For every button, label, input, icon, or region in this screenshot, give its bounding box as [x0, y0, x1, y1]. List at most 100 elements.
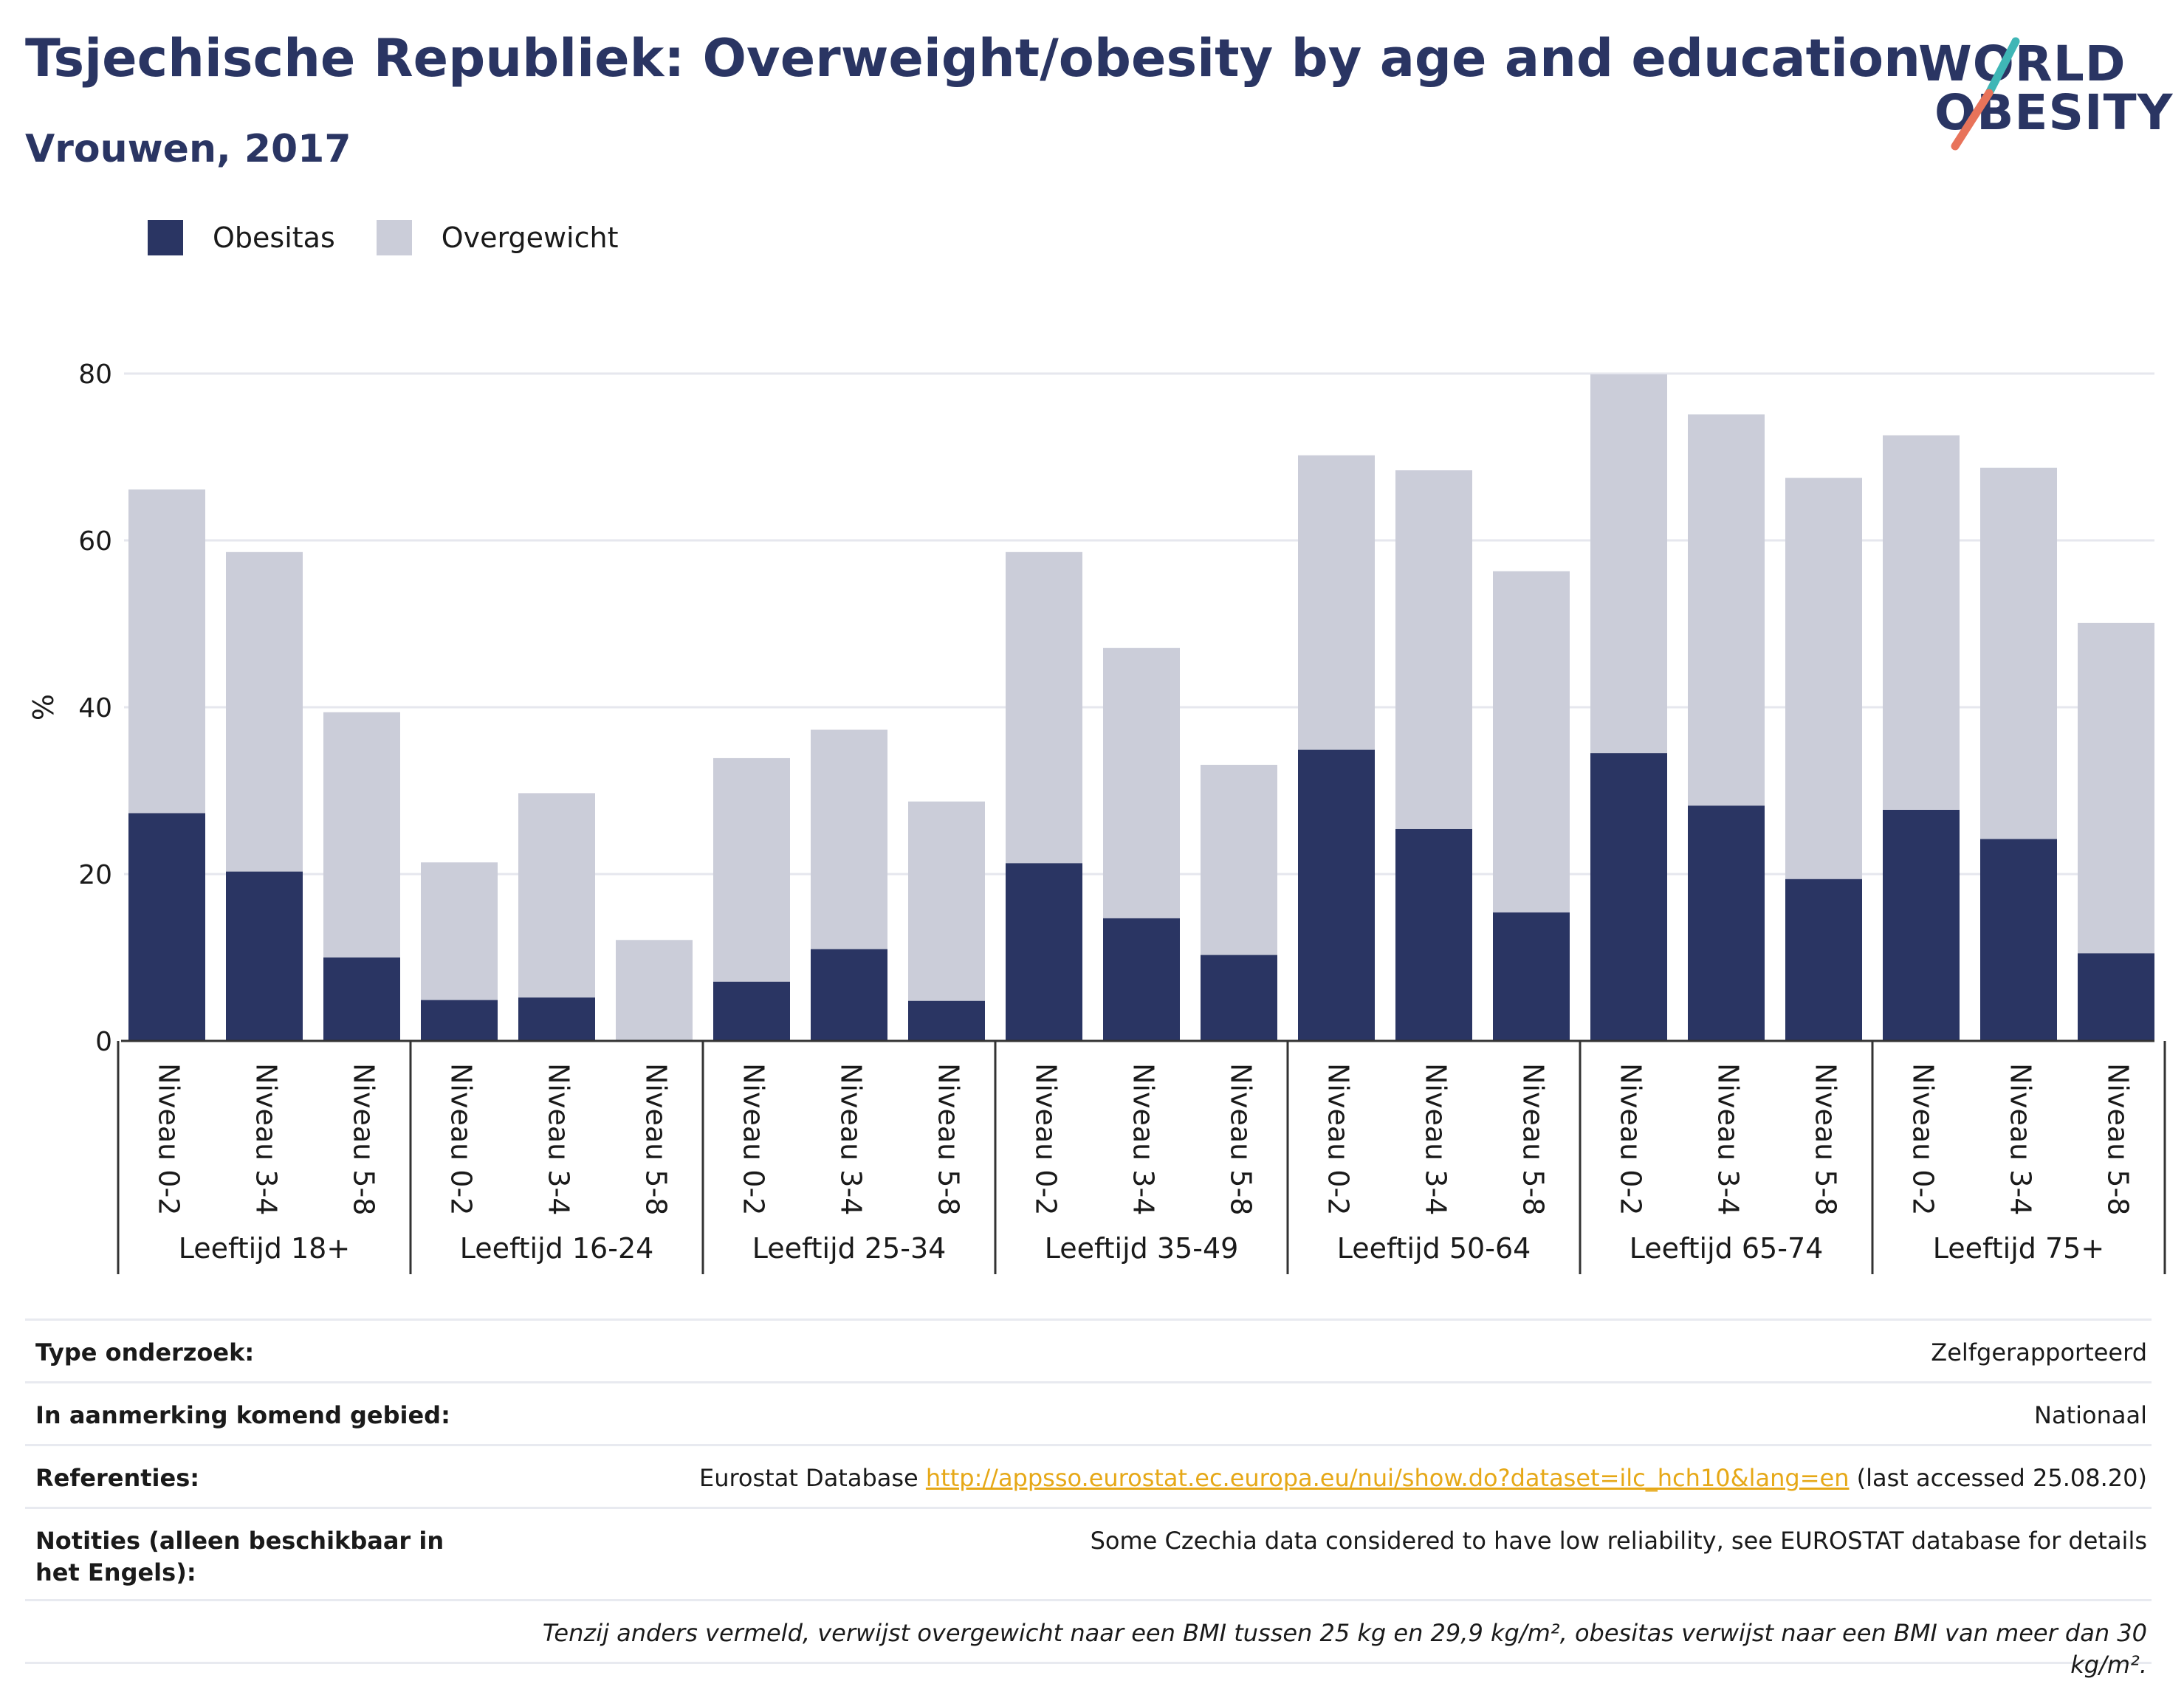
group-label: Leeftijd 75+: [1933, 1232, 2104, 1265]
bar-overweight: [421, 862, 498, 1000]
category-tick-label: Niveau 0-2: [445, 1063, 478, 1215]
legend-swatch-overweight: [376, 220, 412, 255]
bar-overweight: [1298, 455, 1375, 750]
category-tick-label: Niveau 3-4: [2005, 1063, 2037, 1215]
category-tick-label: Niveau 0-2: [738, 1063, 770, 1215]
bar-obesity: [518, 997, 595, 1041]
area-value: Nationaal: [2034, 1401, 2147, 1429]
y-tick-label: 40: [78, 693, 112, 723]
bar-overweight: [226, 551, 303, 872]
category-tick-label: Niveau 5-8: [933, 1063, 965, 1215]
y-tick-label: 20: [78, 860, 112, 890]
survey-label: Type onderzoek:: [35, 1338, 255, 1366]
bar-obesity: [226, 871, 303, 1041]
notes-value: Some Czechia data considered to have low…: [1090, 1527, 2147, 1555]
bar-obesity: [1006, 863, 1082, 1041]
bar-overweight: [1493, 571, 1570, 912]
bar-overweight: [1688, 414, 1765, 806]
y-tick-label: 80: [78, 360, 112, 390]
bar-obesity: [1785, 879, 1862, 1041]
bar-obesity: [1103, 918, 1180, 1041]
category-tick-label: Niveau 3-4: [1127, 1063, 1160, 1215]
bar-obesity: [811, 949, 887, 1041]
bar-overweight: [908, 801, 985, 1001]
logo-slash-icon: [1951, 37, 2020, 151]
area-label: In aanmerking komend gebied:: [35, 1401, 450, 1429]
legend-swatch-obesity: [148, 220, 183, 255]
bar-overweight: [1785, 478, 1862, 879]
info-row-references: Referenties: Eurostat Database http://ap…: [25, 1444, 2152, 1507]
category-tick-label: Niveau 3-4: [835, 1063, 868, 1215]
info-table: Type onderzoek: Zelfgerapporteerd In aan…: [25, 1318, 2152, 1679]
category-tick-label: Niveau 5-8: [640, 1063, 673, 1215]
category-tick-label: Niveau 0-2: [1907, 1063, 1940, 1215]
bar-obesity: [1980, 839, 2057, 1041]
category-tick-label: Niveau 3-4: [543, 1063, 575, 1215]
bar-obesity: [2078, 953, 2154, 1041]
bar-overweight: [1103, 647, 1180, 918]
bar-obesity: [128, 813, 205, 1041]
bar-overweight: [2078, 622, 2154, 954]
bar-overweight: [1883, 435, 1960, 810]
chart-legend: Obesitas Overgewicht: [148, 220, 660, 255]
legend-label-obesity: Obesitas: [213, 221, 335, 254]
chart-title: Tsjechische Republiek: Overweight/obesit…: [25, 28, 1920, 89]
bar-overweight: [1201, 764, 1277, 955]
legend-label-overweight: Overgewicht: [441, 221, 619, 254]
bar-obesity: [323, 957, 400, 1041]
group-label: Leeftijd 50-64: [1337, 1232, 1531, 1265]
group-label: Leeftijd 25-34: [752, 1232, 947, 1265]
category-tick-label: Niveau 3-4: [250, 1063, 283, 1215]
bar-obesity: [1688, 805, 1765, 1041]
category-tick-label: Niveau 3-4: [1420, 1063, 1452, 1215]
bar-overweight: [1006, 551, 1082, 864]
category-tick-label: Niveau 0-2: [1322, 1063, 1355, 1215]
legend-item-overweight: Overgewicht: [376, 220, 619, 255]
category-tick-label: Niveau 0-2: [153, 1063, 185, 1215]
bar-overweight: [518, 793, 595, 998]
category-tick-label: Niveau 0-2: [1030, 1063, 1062, 1215]
bar-overweight: [616, 940, 693, 1041]
references-link[interactable]: http://appsso.eurostat.ec.europa.eu/nui/…: [925, 1464, 1850, 1492]
bar-overweight: [811, 729, 887, 949]
bar-overweight: [713, 757, 790, 982]
bar-chart: 0 20 40 60 80% Niveau 0-2 Niveau 3-4 Niveau 5-8…: [27, 360, 2166, 1274]
category-tick-label: Niveau 5-8: [1517, 1063, 1550, 1215]
footnote: Tenzij anders vermeld, verwijst overgewi…: [542, 1619, 2147, 1679]
category-tick-label: Niveau 3-4: [1712, 1063, 1745, 1215]
group-label: Leeftijd 16-24: [460, 1232, 654, 1265]
bar-overweight: [323, 712, 400, 957]
bar-obesity: [421, 1000, 498, 1041]
bar-overweight: [1980, 467, 2057, 839]
survey-value: Zelfgerapporteerd: [1931, 1338, 2147, 1366]
info-row-survey: Type onderzoek: Zelfgerapporteerd: [25, 1318, 2152, 1381]
info-row-area: In aanmerking komend gebied: Nationaal: [25, 1381, 2152, 1444]
logo-line1: WORLD: [1918, 35, 2126, 92]
category-tick-label: Niveau 0-2: [1615, 1063, 1647, 1215]
y-tick-label: 60: [78, 526, 112, 557]
category-tick-label: Niveau 5-8: [1225, 1063, 1257, 1215]
references-prefix: Eurostat Database: [698, 1464, 926, 1492]
y-axis-label: %: [27, 694, 60, 721]
bar-obesity: [1493, 912, 1570, 1041]
bar-obesity: [1395, 828, 1472, 1041]
bar-obesity: [1590, 753, 1667, 1041]
references-value: Eurostat Database http://appsso.eurostat…: [699, 1462, 2152, 1507]
bar-obesity: [908, 1000, 985, 1041]
bar-obesity: [1201, 955, 1277, 1041]
category-tick-label: Niveau 5-8: [348, 1063, 380, 1215]
world-obesity-logo: WORLD OBESITY: [1918, 35, 2172, 161]
bar-overweight: [128, 489, 205, 814]
bar-overweight: [1590, 374, 1667, 754]
info-row-footnote: Tenzij anders vermeld, verwijst overgewi…: [25, 1599, 2152, 1679]
bar-obesity: [1298, 749, 1375, 1041]
chart-subtitle: Vrouwen, 2017: [25, 127, 351, 171]
category-tick-label: Niveau 5-8: [2102, 1063, 2135, 1215]
group-label: Leeftijd 18+: [179, 1232, 350, 1265]
references-suffix: (last accessed 25.08.20): [1849, 1464, 2147, 1492]
group-label: Leeftijd 65-74: [1630, 1232, 1824, 1265]
references-label: Referenties:: [35, 1464, 200, 1492]
bar-obesity: [1883, 809, 1960, 1041]
bar-obesity: [713, 981, 790, 1041]
legend-item-obesity: Obesitas: [148, 220, 335, 255]
